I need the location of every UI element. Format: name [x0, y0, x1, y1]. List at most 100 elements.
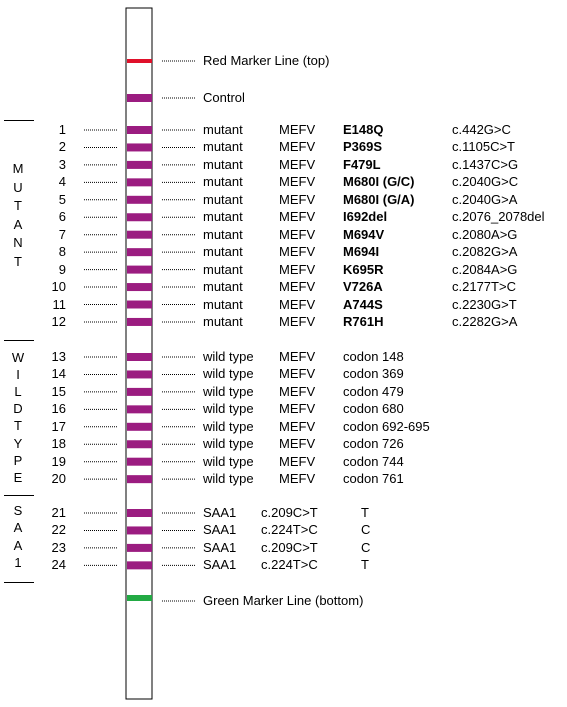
row-gene: SAA1: [203, 505, 237, 520]
row-cdna: c.2177T>C: [452, 279, 516, 295]
row-gene: MEFV: [279, 279, 316, 295]
row-type: wild type: [203, 471, 254, 487]
row-codon: codon 479: [343, 383, 404, 399]
band-1: [127, 126, 152, 134]
group-letter-wildtype: E: [13, 469, 23, 485]
row-number: 1: [58, 122, 66, 137]
group-letter-wildtype: Y: [13, 435, 23, 451]
group-separator-mutant-wildtype: [4, 340, 34, 341]
group-letter-mutant: A: [13, 216, 23, 232]
row-mutation: M694I: [343, 244, 380, 260]
row-number: 13: [51, 349, 66, 364]
group-letter-wildtype: D: [13, 401, 23, 417]
row-number: 12: [51, 313, 66, 329]
row-cdna: c.2040G>A: [452, 191, 518, 207]
row-mutation: A744S: [343, 296, 383, 312]
group-letter-mutant: T: [14, 254, 22, 269]
group-letter-mutant: T: [14, 198, 22, 214]
group-letter-saa1: 1: [14, 554, 22, 570]
group-letter-wildtype: I: [16, 367, 20, 383]
row-type: mutant: [203, 156, 243, 172]
row-gene: MEFV: [279, 122, 316, 137]
row-codon: codon 761: [343, 471, 404, 487]
row-gene: MEFV: [279, 436, 316, 452]
row-mutation: P369S: [343, 139, 383, 155]
row-gene: MEFV: [279, 453, 316, 469]
row-cdna: c.2076_2078del: [452, 209, 545, 225]
group-letter-mutant: M: [12, 161, 24, 176]
band-18: [127, 440, 152, 449]
row-number: 3: [58, 156, 66, 172]
row-codon: codon 726: [343, 436, 404, 452]
row-gene: MEFV: [279, 366, 316, 382]
row-gene: MEFV: [279, 401, 316, 417]
group-separator-top: [4, 120, 34, 121]
row-mutation: E148Q: [343, 122, 384, 137]
group-letter-mutant: U: [13, 179, 23, 195]
row-mutation: V726A: [343, 279, 383, 295]
row-number: 6: [58, 209, 66, 225]
band-10: [127, 283, 152, 292]
group-separator-bottom: [4, 582, 34, 583]
band-17: [127, 422, 152, 431]
row-type: wild type: [203, 453, 254, 469]
row-gene: SAA1: [203, 557, 237, 573]
band-24: [127, 561, 152, 570]
row-gene: MEFV: [279, 139, 316, 155]
row-type: wild type: [203, 436, 254, 452]
group-letter-saa1: A: [13, 537, 23, 553]
row-type: mutant: [203, 313, 243, 329]
row-gene: MEFV: [279, 313, 316, 329]
row-number: 21: [51, 505, 66, 520]
row-variant: c.224T>C: [261, 522, 318, 538]
row-codon: codon 692-695: [343, 418, 430, 434]
row-gene: MEFV: [279, 418, 316, 434]
row-mutation: M680I (G/A): [343, 191, 415, 207]
band-8: [127, 248, 152, 257]
row-gene: SAA1: [203, 522, 237, 538]
group-letter-wildtype: L: [14, 384, 22, 400]
row-number: 19: [51, 453, 66, 469]
row-allele: C: [361, 539, 371, 555]
row-gene: MEFV: [279, 174, 316, 190]
row-codon: codon 680: [343, 401, 404, 417]
row-gene: MEFV: [279, 471, 316, 487]
band-20: [127, 475, 152, 484]
row-number: 8: [58, 244, 66, 260]
red-marker-label: Red Marker Line (top): [203, 53, 330, 68]
control-label: Control: [203, 90, 245, 105]
row-type: mutant: [203, 279, 243, 295]
band-21: [127, 509, 152, 517]
row-codon: codon 148: [343, 349, 404, 364]
row-cdna: c.2082G>A: [452, 244, 518, 260]
band-5: [127, 195, 152, 204]
band-7: [127, 230, 152, 239]
band-2: [127, 143, 152, 152]
red-marker-band: [127, 59, 152, 63]
row-gene: MEFV: [279, 226, 316, 242]
row-cdna: c.2282G>A: [452, 313, 518, 329]
row-mutation: M694V: [343, 226, 385, 242]
band-6: [127, 213, 152, 222]
row-type: mutant: [203, 296, 243, 312]
row-number: 9: [58, 261, 66, 277]
row-type: mutant: [203, 122, 243, 137]
row-gene: MEFV: [279, 296, 316, 312]
row-number: 22: [51, 522, 66, 538]
band-15: [127, 387, 152, 396]
row-number: 20: [51, 471, 66, 487]
row-allele: T: [361, 505, 369, 520]
row-mutation: I692del: [343, 209, 388, 225]
row-cdna: c.442G>C: [452, 122, 511, 137]
row-variant: c.209C>T: [261, 505, 318, 520]
row-number: 7: [58, 226, 66, 242]
row-number: 24: [51, 557, 66, 573]
row-number: 14: [51, 366, 66, 382]
row-cdna: c.2084A>G: [452, 261, 518, 277]
row-number: 10: [51, 279, 66, 295]
row-codon: codon 369: [343, 366, 404, 382]
row-type: wild type: [203, 401, 254, 417]
row-mutation: M680I (G/C): [343, 174, 415, 190]
row-cdna: c.1437C>G: [452, 156, 519, 172]
